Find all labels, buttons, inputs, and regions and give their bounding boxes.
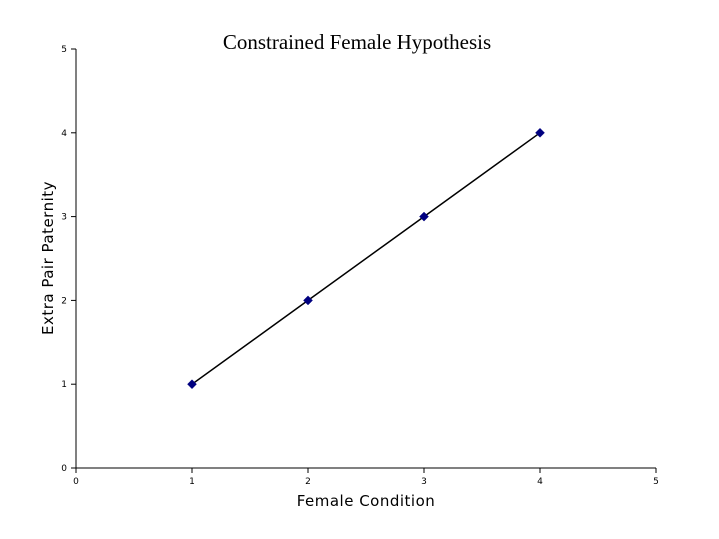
y-tick-label: 4 [61, 129, 67, 139]
x-ticks: 0 1 2 3 4 5 [73, 468, 659, 487]
x-tick-label: 2 [305, 477, 311, 487]
data-point [303, 295, 313, 306]
data-point [187, 379, 197, 390]
x-tick-label: 1 [189, 477, 195, 487]
x-tick-label: 3 [421, 477, 427, 487]
y-tick-label: 3 [61, 213, 67, 223]
data-point [535, 127, 545, 138]
y-tick-label: 1 [61, 380, 67, 390]
chart-title: Constrained Female Hypothesis [223, 30, 491, 54]
y-axis-label: Extra Pair Paternity [39, 181, 57, 335]
series-line [191, 132, 541, 385]
y-ticks: 0 1 2 3 4 5 [61, 45, 76, 474]
x-axis-label: Female Condition [297, 492, 436, 510]
y-tick-label: 5 [61, 45, 67, 55]
x-tick-label: 5 [653, 477, 659, 487]
y-tick-label: 0 [61, 464, 67, 474]
series [187, 127, 545, 390]
data-point [419, 211, 429, 222]
y-tick-label: 2 [61, 296, 67, 306]
x-tick-label: 0 [73, 477, 79, 487]
x-tick-label: 4 [537, 477, 543, 487]
axes [75, 49, 656, 469]
